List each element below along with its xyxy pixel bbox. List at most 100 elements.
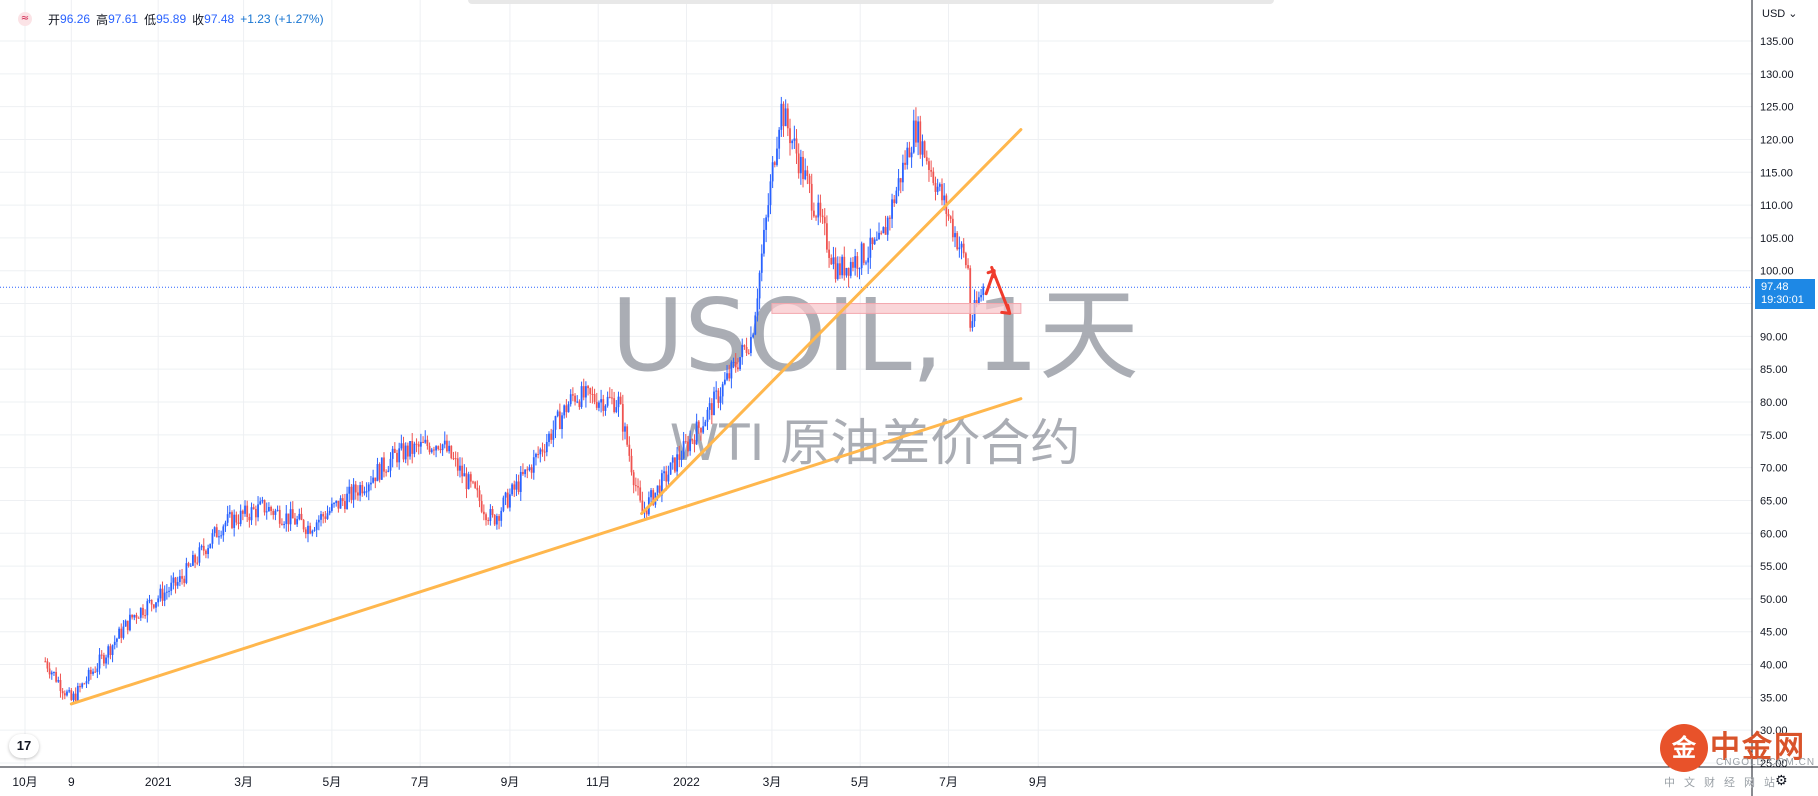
time-tick-label: 2022 [673,775,700,789]
candle-body [122,626,125,638]
candle [706,407,709,430]
close-value: 97.48 [204,12,235,26]
candle-body [530,467,533,473]
candle [233,509,236,537]
candle [244,500,246,517]
candle-body [231,512,233,528]
candle-body [285,513,288,524]
candle [680,450,683,467]
candle-body [333,503,335,505]
candle [795,129,798,164]
candle [758,270,761,310]
candle-body [500,510,503,521]
candle-body [582,386,585,398]
gear-icon[interactable]: ⚙ [1775,772,1788,788]
candle-body [68,690,71,692]
candle [978,291,980,306]
currency-selector[interactable]: USD ⌄ [1762,7,1798,20]
candle [697,420,700,434]
candle [148,594,151,604]
candle-body [465,473,468,490]
candle-body [313,529,316,531]
candle [235,511,238,526]
candle-body [185,563,188,583]
candle-body [567,404,570,413]
candle-body [155,602,157,608]
candle-body [55,671,58,682]
candle [917,116,920,156]
trendline[interactable] [640,128,1023,516]
time-tick-label: 7月 [411,775,430,789]
candle [268,502,270,512]
candle-body [450,445,453,459]
candle-body [118,628,120,639]
candle-body [732,361,735,363]
candle-body [734,361,737,368]
site-logo-icon: 金 [1660,724,1708,772]
candle [450,445,453,460]
candle-body [580,386,583,408]
candle [315,519,318,538]
candle [63,690,66,700]
candle [826,215,828,253]
candle [218,529,220,545]
candle [763,218,765,257]
candle-body [682,441,685,459]
candle-body [532,457,535,473]
candle [563,404,566,419]
time-tick-label: 7月 [939,775,958,789]
candle-body [689,439,692,452]
candle [526,466,529,479]
candle-body [706,409,709,422]
candle [146,598,149,623]
candle-body [326,513,329,519]
candle [283,521,286,529]
candle [215,523,218,538]
candle [239,504,242,527]
candle-body [461,465,464,477]
candle [498,514,500,530]
candle-body [956,233,959,250]
candle-body [736,367,739,370]
candle [224,520,227,532]
wave-icon[interactable]: ≈ [18,12,32,26]
trendline[interactable] [69,397,1023,706]
candle-body [270,506,272,511]
candle [363,486,366,496]
candle-body [350,486,353,500]
candle-body [254,508,257,518]
candle-body [174,577,177,586]
candle [133,614,136,621]
candle [715,381,718,400]
top-toolbar-handle[interactable] [468,0,1274,4]
candle [96,663,99,679]
candle [307,521,309,543]
candlestick-series [44,96,985,703]
candle [641,491,644,513]
candle [129,608,131,632]
candle-body [923,141,926,158]
price-tick-label: 50.00 [1760,594,1788,606]
candle-body [92,671,94,674]
tradingview-logo-icon[interactable]: 17 [9,734,39,758]
candle [921,134,924,167]
candle-body [274,510,277,515]
candle-body [921,141,924,155]
candle-body [343,501,346,510]
candle-body [218,536,220,538]
candle [469,471,472,488]
candle-body [624,426,626,432]
candle [207,544,210,559]
candle-body [669,462,672,475]
candle [500,507,503,527]
candle [912,109,915,154]
candle-body [960,243,963,248]
candle [493,513,496,527]
candle [556,409,559,418]
candle-body [862,243,865,263]
candle [608,387,611,399]
candle [159,584,162,602]
candle [756,288,759,322]
